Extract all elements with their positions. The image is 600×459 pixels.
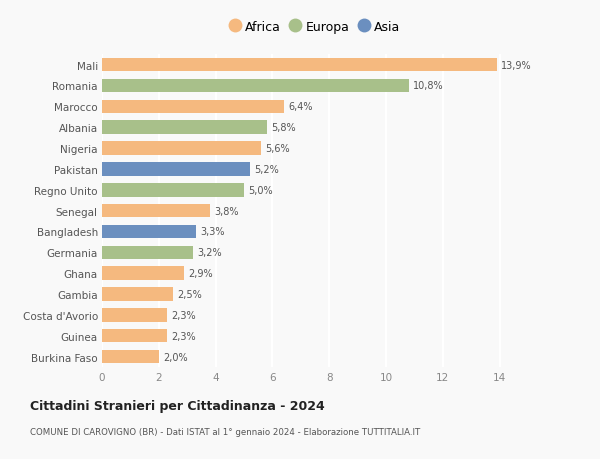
Bar <box>102 246 193 259</box>
Bar <box>102 204 210 218</box>
Bar <box>102 142 261 156</box>
Text: 6,4%: 6,4% <box>288 102 313 112</box>
Bar <box>102 267 184 280</box>
Bar <box>102 121 267 134</box>
Bar <box>102 184 244 197</box>
Text: 5,6%: 5,6% <box>265 144 290 154</box>
Text: 5,8%: 5,8% <box>271 123 296 133</box>
Text: 3,3%: 3,3% <box>200 227 224 237</box>
Bar <box>102 350 159 364</box>
Text: 5,2%: 5,2% <box>254 164 278 174</box>
Text: 2,5%: 2,5% <box>177 289 202 299</box>
Text: 5,0%: 5,0% <box>248 185 273 196</box>
Legend: Africa, Europa, Asia: Africa, Europa, Asia <box>229 21 401 34</box>
Text: 10,8%: 10,8% <box>413 81 443 91</box>
Text: 13,9%: 13,9% <box>501 61 532 71</box>
Text: 2,0%: 2,0% <box>163 352 188 362</box>
Text: 2,3%: 2,3% <box>172 310 196 320</box>
Bar <box>102 225 196 239</box>
Text: COMUNE DI CAROVIGNO (BR) - Dati ISTAT al 1° gennaio 2024 - Elaborazione TUTTITAL: COMUNE DI CAROVIGNO (BR) - Dati ISTAT al… <box>30 427 420 436</box>
Bar <box>102 101 284 114</box>
Text: Cittadini Stranieri per Cittadinanza - 2024: Cittadini Stranieri per Cittadinanza - 2… <box>30 399 325 412</box>
Bar <box>102 163 250 176</box>
Bar <box>102 329 167 343</box>
Text: 3,8%: 3,8% <box>214 206 239 216</box>
Bar <box>102 308 167 322</box>
Text: 2,3%: 2,3% <box>172 331 196 341</box>
Text: 3,2%: 3,2% <box>197 248 222 258</box>
Text: 2,9%: 2,9% <box>188 269 213 279</box>
Bar <box>102 79 409 93</box>
Bar <box>102 59 497 72</box>
Bar <box>102 288 173 301</box>
